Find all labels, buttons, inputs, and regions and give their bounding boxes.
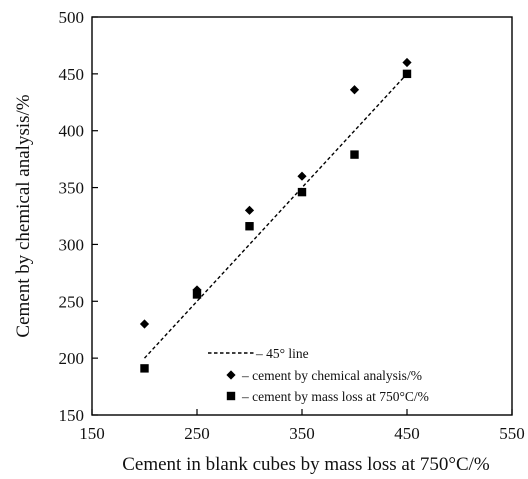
- diamond-point: [297, 171, 307, 181]
- y-tick-label: 350: [59, 179, 85, 198]
- diamond-point: [244, 205, 255, 215]
- y-axis-title: Cement by chemical analysis/%: [13, 94, 34, 337]
- diamond-point: [192, 285, 202, 295]
- diamond-point: [139, 319, 150, 329]
- legend: – 45° line – cement by chemical analysis/…: [208, 346, 429, 404]
- y-tick-label: 400: [59, 122, 85, 141]
- legend-square-swatch: [226, 391, 236, 401]
- x-axis-ticks: 150 250 350 450 550: [79, 409, 525, 443]
- y-tick-label: 450: [59, 65, 85, 84]
- diamond-point: [402, 57, 412, 68]
- square-point: [350, 150, 359, 159]
- square-point: [245, 222, 254, 231]
- series-layer: [139, 57, 412, 373]
- square-point: [140, 364, 149, 373]
- y-axis-ticks: 150 200 250 300 350 400 450 500: [59, 8, 98, 425]
- series-line-line: [143, 73, 408, 359]
- legend-item: – cement by mass loss at 750°C/%: [226, 389, 429, 404]
- legend-diamond-swatch: [226, 370, 236, 380]
- legend-label: – 45° line: [255, 346, 309, 361]
- x-tick-label: 150: [79, 424, 105, 443]
- y-tick-label: 300: [59, 235, 85, 254]
- x-tick-label: 250: [184, 424, 210, 443]
- y-tick-label: 200: [59, 349, 85, 368]
- legend-item: – 45° line: [208, 346, 309, 361]
- line-45-degree: [143, 73, 408, 359]
- legend-label: – cement by mass loss at 750°C/%: [241, 389, 429, 404]
- series-scatter-square: [140, 69, 412, 373]
- y-tick-label: 150: [59, 406, 85, 425]
- legend-label: – cement by chemical analysis/%: [241, 368, 422, 383]
- series-scatter-diamond: [139, 57, 412, 329]
- legend-item: – cement by chemical analysis/%: [226, 368, 422, 383]
- x-axis-title: Cement in blank cubes by mass loss at 75…: [122, 454, 490, 475]
- diamond-point: [349, 85, 360, 95]
- y-tick-label: 500: [59, 8, 85, 27]
- square-point: [192, 290, 202, 299]
- square-point: [297, 187, 307, 197]
- x-tick-label: 550: [499, 424, 525, 443]
- x-tick-label: 450: [394, 424, 420, 443]
- y-tick-label: 250: [59, 292, 85, 311]
- x-tick-label: 350: [289, 424, 315, 443]
- square-point: [402, 69, 412, 79]
